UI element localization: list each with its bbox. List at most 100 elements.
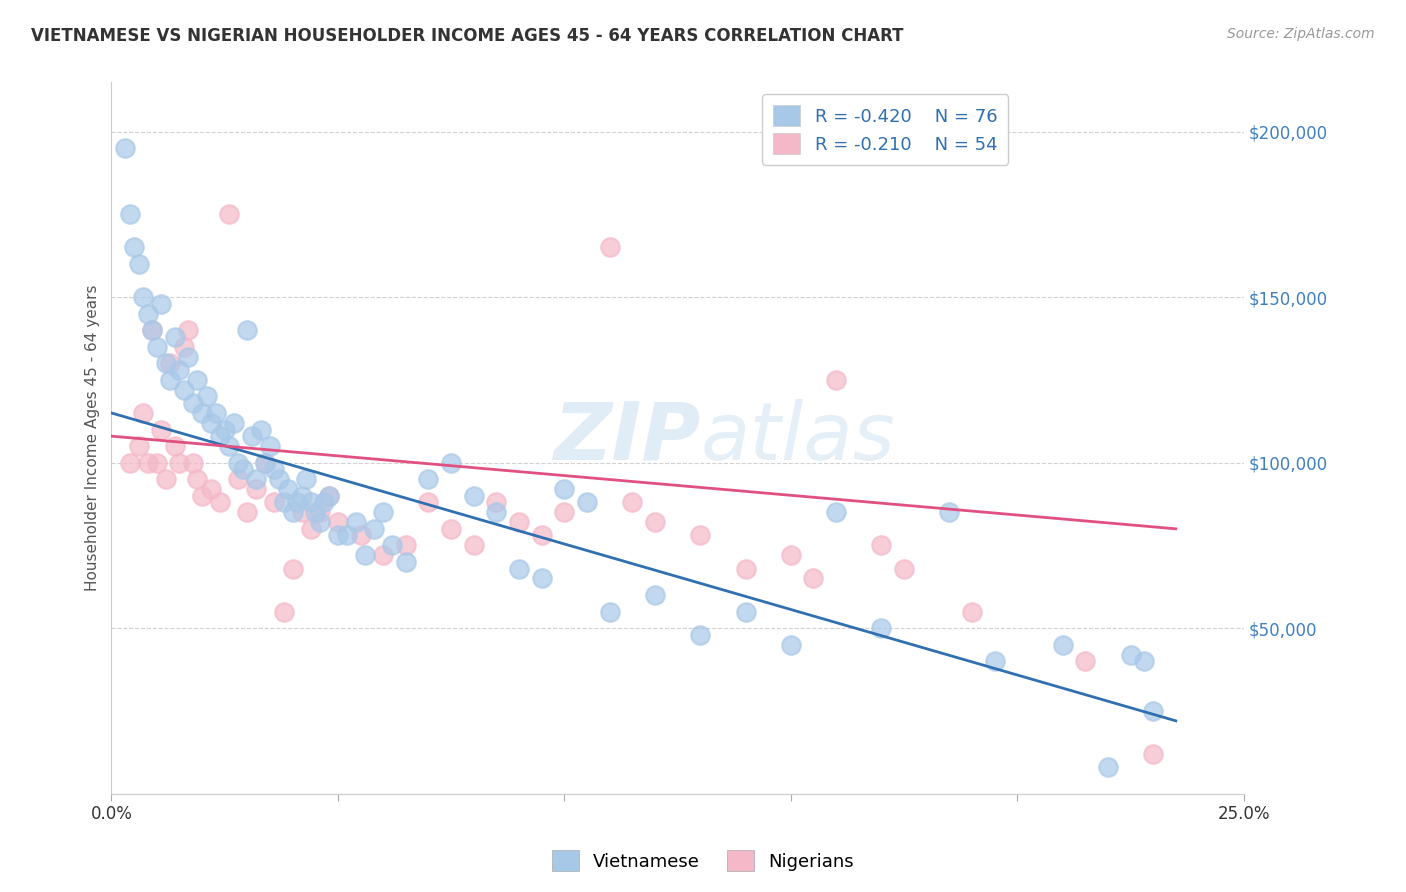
- Y-axis label: Householder Income Ages 45 - 64 years: Householder Income Ages 45 - 64 years: [86, 285, 100, 591]
- Point: [259, 439, 281, 453]
- Point: [508, 515, 530, 529]
- Point: [299, 522, 322, 536]
- Point: [373, 549, 395, 563]
- Point: [204, 406, 226, 420]
- Point: [599, 605, 621, 619]
- Point: [209, 429, 232, 443]
- Point: [336, 528, 359, 542]
- Point: [150, 296, 173, 310]
- Text: ZIP: ZIP: [553, 399, 700, 477]
- Point: [163, 330, 186, 344]
- Point: [281, 561, 304, 575]
- Point: [893, 561, 915, 575]
- Point: [155, 356, 177, 370]
- Point: [870, 621, 893, 635]
- Point: [575, 495, 598, 509]
- Point: [344, 515, 367, 529]
- Point: [191, 489, 214, 503]
- Point: [318, 489, 340, 503]
- Point: [960, 605, 983, 619]
- Point: [195, 389, 218, 403]
- Text: VIETNAMESE VS NIGERIAN HOUSEHOLDER INCOME AGES 45 - 64 YEARS CORRELATION CHART: VIETNAMESE VS NIGERIAN HOUSEHOLDER INCOM…: [31, 27, 904, 45]
- Point: [1133, 654, 1156, 668]
- Point: [263, 495, 285, 509]
- Point: [1119, 648, 1142, 662]
- Point: [779, 549, 801, 563]
- Point: [132, 406, 155, 420]
- Point: [145, 340, 167, 354]
- Point: [273, 495, 295, 509]
- Point: [938, 505, 960, 519]
- Point: [141, 323, 163, 337]
- Point: [308, 505, 330, 519]
- Point: [644, 588, 666, 602]
- Point: [181, 456, 204, 470]
- Point: [226, 456, 249, 470]
- Point: [553, 482, 575, 496]
- Point: [349, 528, 371, 542]
- Point: [381, 538, 404, 552]
- Point: [485, 495, 508, 509]
- Point: [1142, 747, 1164, 761]
- Point: [314, 495, 336, 509]
- Point: [508, 561, 530, 575]
- Point: [128, 257, 150, 271]
- Point: [155, 472, 177, 486]
- Point: [254, 456, 277, 470]
- Point: [825, 505, 848, 519]
- Point: [530, 572, 553, 586]
- Point: [136, 307, 159, 321]
- Point: [236, 323, 259, 337]
- Point: [240, 429, 263, 443]
- Point: [689, 528, 711, 542]
- Point: [644, 515, 666, 529]
- Point: [295, 472, 318, 486]
- Point: [485, 505, 508, 519]
- Legend: R = -0.420    N = 76, R = -0.210    N = 54: R = -0.420 N = 76, R = -0.210 N = 54: [762, 95, 1008, 165]
- Point: [1052, 638, 1074, 652]
- Point: [128, 439, 150, 453]
- Point: [159, 373, 181, 387]
- Point: [218, 207, 240, 221]
- Point: [983, 654, 1005, 668]
- Point: [177, 350, 200, 364]
- Point: [209, 495, 232, 509]
- Point: [118, 207, 141, 221]
- Point: [1097, 760, 1119, 774]
- Point: [267, 472, 290, 486]
- Point: [418, 495, 440, 509]
- Point: [779, 638, 801, 652]
- Point: [373, 505, 395, 519]
- Point: [354, 549, 377, 563]
- Point: [363, 522, 385, 536]
- Point: [186, 373, 208, 387]
- Point: [132, 290, 155, 304]
- Text: atlas: atlas: [700, 399, 896, 477]
- Point: [1142, 704, 1164, 718]
- Point: [214, 423, 236, 437]
- Point: [285, 495, 308, 509]
- Point: [734, 561, 756, 575]
- Point: [173, 383, 195, 397]
- Point: [254, 456, 277, 470]
- Point: [200, 416, 222, 430]
- Point: [177, 323, 200, 337]
- Point: [530, 528, 553, 542]
- Point: [689, 628, 711, 642]
- Point: [291, 489, 314, 503]
- Point: [870, 538, 893, 552]
- Point: [734, 605, 756, 619]
- Point: [159, 356, 181, 370]
- Point: [599, 240, 621, 254]
- Point: [318, 489, 340, 503]
- Point: [395, 555, 418, 569]
- Point: [122, 240, 145, 254]
- Point: [304, 505, 326, 519]
- Point: [169, 456, 191, 470]
- Point: [141, 323, 163, 337]
- Point: [169, 363, 191, 377]
- Point: [440, 456, 463, 470]
- Point: [440, 522, 463, 536]
- Point: [825, 373, 848, 387]
- Point: [245, 472, 267, 486]
